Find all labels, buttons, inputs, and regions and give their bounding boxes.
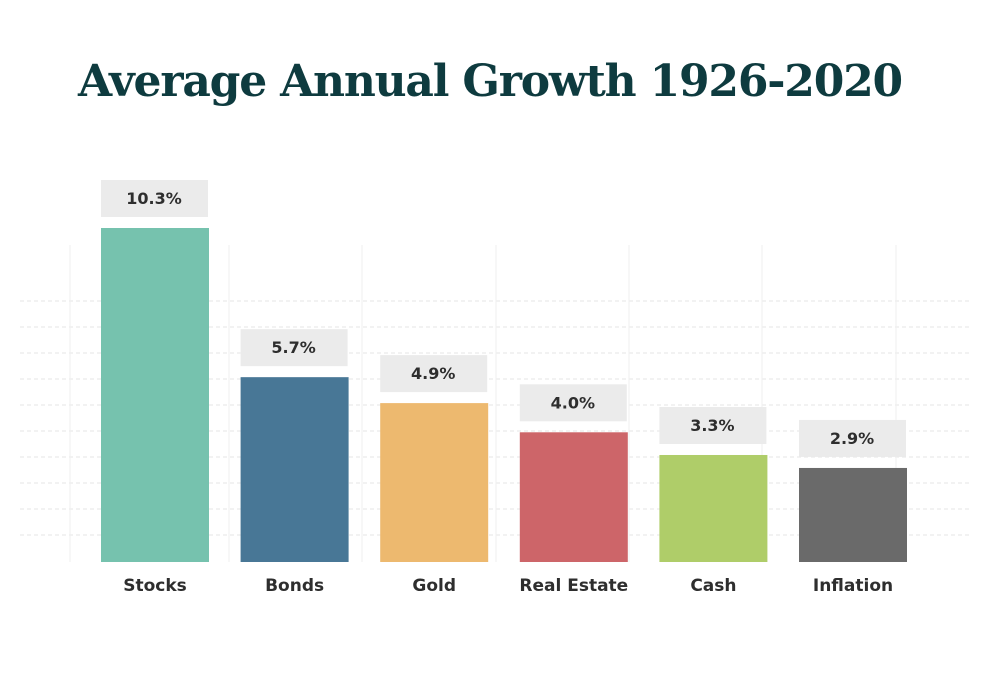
data-label-box — [519, 384, 627, 422]
data-label-stocks: 10.3% — [126, 189, 182, 208]
category-label-gold: Gold — [412, 576, 456, 596]
bar-cash — [659, 454, 768, 562]
data-label-gold: 4.9% — [411, 364, 455, 383]
data-label-box — [101, 180, 208, 217]
data-label-box — [799, 419, 906, 457]
category-label-bonds: Bonds — [265, 576, 324, 596]
bar-stocks — [101, 228, 209, 562]
category-label-stocks: Stocks — [123, 576, 187, 596]
data-label-real-estate: 4.0% — [551, 393, 595, 412]
category-label-inflation: Inflation — [813, 576, 893, 596]
category-labels-layer: Stocks Bonds Gold Real Estate Cash Inflation — [123, 576, 893, 596]
bar-bonds — [240, 377, 349, 562]
category-label-real-estate: Real Estate — [519, 576, 628, 596]
bars-layer — [101, 228, 907, 562]
bar-real-estate — [519, 432, 628, 562]
data-label-box — [240, 329, 348, 367]
data-label-box — [659, 406, 767, 444]
category-label-cash: Cash — [690, 576, 736, 596]
bar-gold — [380, 403, 489, 562]
data-label-box — [380, 355, 488, 393]
data-label-cash: 3.3% — [690, 416, 734, 435]
bar-inflation — [799, 467, 907, 562]
chart-title: Average Annual Growth 1926-2020 — [78, 56, 903, 107]
data-label-bonds: 5.7% — [271, 338, 315, 357]
data-label-inflation: 2.9% — [830, 429, 874, 448]
data-labels-layer: 10.3% 5.7% 4.9% 4.0% 3.3% 2.9% — [101, 180, 906, 457]
